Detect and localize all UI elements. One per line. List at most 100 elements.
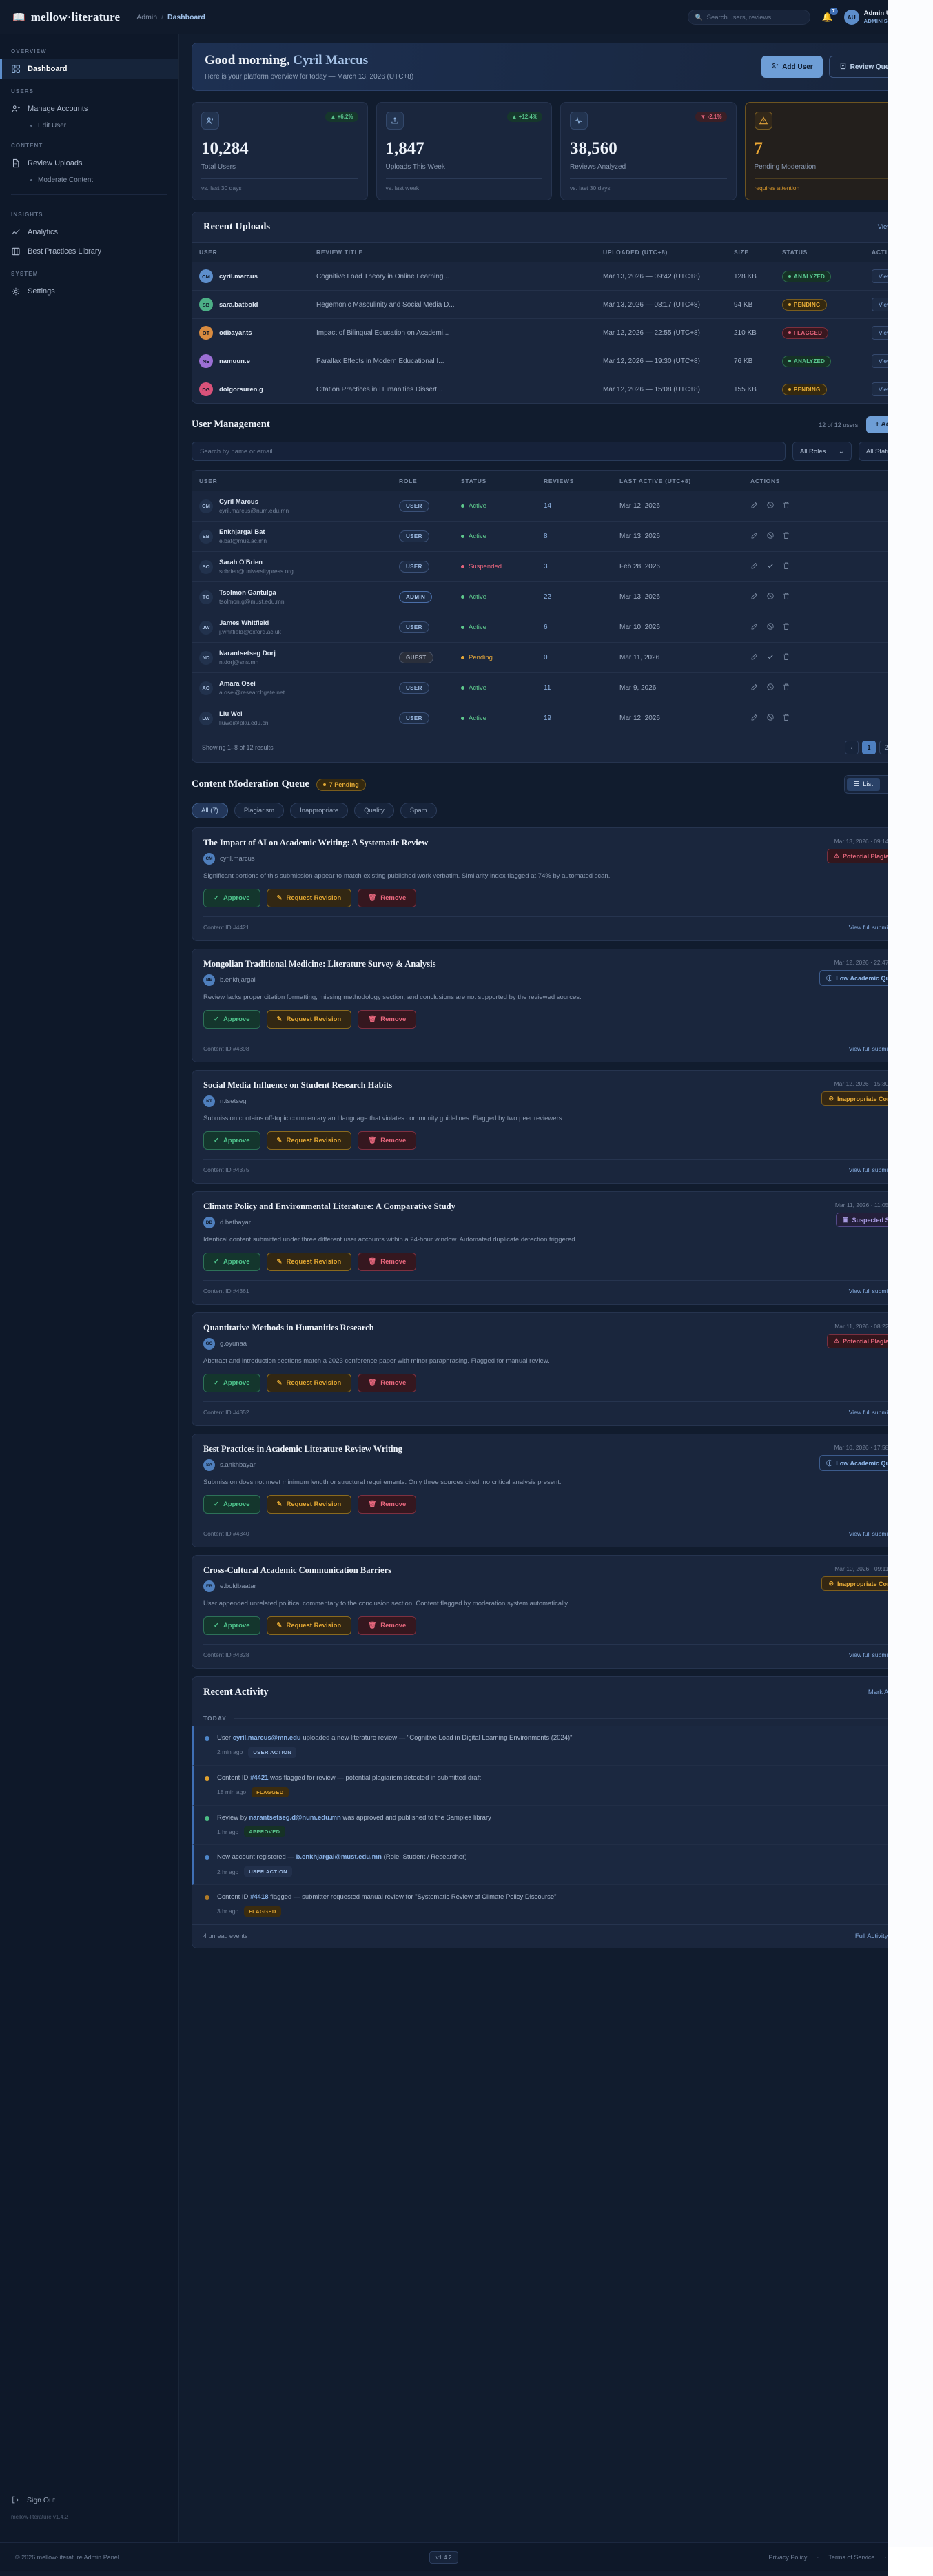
activity-link[interactable]: b.enkhjargal@must.edu.mn [296, 1853, 382, 1862]
page-next[interactable]: › [896, 741, 910, 754]
breadcrumb-root[interactable]: Admin [136, 13, 158, 21]
approve-button[interactable]: ✓ Approve [203, 1253, 260, 1271]
notifications-button[interactable]: 🔔 7 [821, 8, 838, 23]
approve-button[interactable]: ✓ Approve [203, 889, 260, 907]
remove-button[interactable]: 🗑 Remove [358, 1495, 417, 1514]
filter-chip-all-7[interactable]: All (7) [192, 803, 228, 818]
edit-icon[interactable] [750, 531, 759, 542]
view-button[interactable]: View [872, 353, 899, 368]
ban-icon[interactable] [766, 531, 775, 542]
filter-chip-spam[interactable]: Spam [400, 803, 437, 818]
view-all-link[interactable]: View All → [877, 223, 909, 231]
delete-icon[interactable] [782, 622, 790, 632]
add-user-button[interactable]: + Add User [866, 416, 921, 433]
request-revision-button[interactable]: ✎ Request Revision [266, 1374, 352, 1392]
request-revision-button[interactable]: ✎ Request Revision [266, 1495, 352, 1514]
sign-out-button[interactable]: Sign Out [0, 2491, 178, 2510]
approve-icon[interactable] [766, 652, 775, 663]
edit-icon[interactable] [750, 652, 759, 663]
role-filter-select[interactable]: All Roles ⌄ [792, 442, 852, 461]
activity-link[interactable]: narantsetseg.d@num.edu.mn [249, 1813, 341, 1822]
footer-link-support[interactable]: Support [896, 2553, 918, 2561]
remove-button[interactable]: 🗑 Remove [358, 1010, 417, 1029]
view-button[interactable]: View [872, 297, 899, 311]
request-revision-button[interactable]: ✎ Request Revision [266, 1010, 352, 1029]
view-button[interactable]: View [872, 382, 899, 396]
approve-button[interactable]: ✓ Approve [203, 1010, 260, 1029]
remove-button[interactable]: 🗑 Remove [358, 1374, 417, 1392]
request-revision-button[interactable]: ✎ Request Revision [266, 1616, 352, 1635]
full-activity-log-link[interactable]: Full Activity Log → [854, 1932, 909, 1940]
request-revision-button[interactable]: ✎ Request Revision [266, 1131, 352, 1150]
approve-button[interactable]: ✓ Approve [203, 1616, 260, 1635]
view-full-submission-link[interactable]: View full submission → [848, 924, 909, 931]
sidebar-item-review-uploads[interactable]: Review Uploads [0, 154, 178, 173]
ban-icon[interactable] [766, 713, 775, 723]
sidebar-item-manage-accounts[interactable]: Manage Accounts [0, 99, 178, 119]
filter-chip-inappropriate[interactable]: Inappropriate [290, 803, 349, 818]
mark-all-read-button[interactable]: Mark All Read [868, 1689, 909, 1696]
request-revision-button[interactable]: ✎ Request Revision [266, 1253, 352, 1271]
activity-item[interactable]: User cyril.marcus@mn.edu uploaded a new … [192, 1726, 920, 1766]
user-search-input[interactable] [200, 447, 777, 455]
activity-item[interactable]: Content ID #4418 flagged — submitter req… [192, 1885, 920, 1924]
delete-icon[interactable] [782, 592, 790, 602]
account-menu[interactable]: AU Admin User ADMINISTRATOR ▼ [843, 10, 921, 25]
view-full-submission-link[interactable]: View full submission → [848, 1530, 909, 1537]
view-button[interactable]: View [872, 269, 899, 283]
sidebar-item-dashboard[interactable]: Dashboard [0, 59, 178, 79]
brand[interactable]: 📖 mellow·literature [12, 10, 120, 24]
view-full-submission-link[interactable]: View full submission → [848, 1409, 909, 1416]
sidebar-item-best-practices-library[interactable]: Best Practices Library [0, 242, 178, 261]
approve-button[interactable]: ✓ Approve [203, 1131, 260, 1150]
page-1[interactable]: 1 [862, 741, 876, 754]
add-user-button[interactable]: Add User [761, 56, 823, 78]
view-full-submission-link[interactable]: View full submission → [848, 1288, 909, 1295]
edit-icon[interactable] [750, 501, 759, 511]
request-revision-button[interactable]: ✎ Request Revision [266, 889, 352, 907]
view-button[interactable]: View [872, 325, 899, 340]
delete-icon[interactable] [782, 713, 790, 723]
page-2[interactable]: 2 [879, 741, 893, 754]
ban-icon[interactable] [766, 622, 775, 632]
global-search[interactable]: 🔍 [688, 10, 811, 25]
edit-icon[interactable] [750, 683, 759, 693]
filter-chip-quality[interactable]: Quality [354, 803, 394, 818]
activity-item[interactable]: Content ID #4421 was flagged for review … [192, 1765, 920, 1806]
view-toggle-list[interactable]: ☰ List [846, 778, 881, 791]
status-filter-select[interactable]: All Statuses ⌄ [858, 442, 921, 461]
remove-button[interactable]: 🗑 Remove [358, 1131, 417, 1150]
footer-link-terms-of-service[interactable]: Terms of Service [828, 2553, 875, 2561]
filter-chip-plagiarism[interactable]: Plagiarism [234, 803, 285, 818]
approve-icon[interactable] [766, 561, 775, 572]
approve-button[interactable]: ✓ Approve [203, 1495, 260, 1514]
review-queue-button[interactable]: Review Queue [828, 56, 908, 78]
ban-icon[interactable] [766, 683, 775, 693]
sidebar-subitem-edit-user[interactable]: Edit User [0, 119, 178, 133]
sidebar-item-settings[interactable]: Settings [0, 282, 178, 301]
remove-button[interactable]: 🗑 Remove [358, 889, 417, 907]
remove-button[interactable]: 🗑 Remove [358, 1616, 417, 1635]
activity-link[interactable]: cyril.marcus@mn.edu [232, 1734, 301, 1742]
activity-item[interactable]: New account registered — b.enkhjargal@mu… [192, 1845, 920, 1886]
delete-icon[interactable] [782, 561, 790, 572]
sidebar-subitem-moderate-content[interactable]: Moderate Content [0, 173, 178, 187]
delete-icon[interactable] [782, 501, 790, 511]
sidebar-item-analytics[interactable]: Analytics [0, 223, 178, 242]
activity-link[interactable]: #4418 [250, 1893, 269, 1902]
search-input[interactable] [706, 13, 804, 21]
edit-icon[interactable] [750, 592, 759, 602]
page-prev[interactable]: ‹ [845, 741, 859, 754]
view-toggle-grid[interactable]: ▦ Grid [882, 778, 918, 791]
edit-icon[interactable] [750, 561, 759, 572]
delete-icon[interactable] [782, 683, 790, 693]
view-full-submission-link[interactable]: View full submission → [848, 1651, 909, 1658]
activity-item[interactable]: Review by narantsetseg.d@num.edu.mn was … [192, 1805, 920, 1846]
delete-icon[interactable] [782, 531, 790, 542]
edit-icon[interactable] [750, 713, 759, 723]
user-search[interactable] [192, 442, 786, 461]
footer-link-privacy-policy[interactable]: Privacy Policy [768, 2553, 808, 2561]
delete-icon[interactable] [782, 652, 790, 663]
ban-icon[interactable] [766, 501, 775, 511]
view-full-submission-link[interactable]: View full submission → [848, 1045, 909, 1052]
